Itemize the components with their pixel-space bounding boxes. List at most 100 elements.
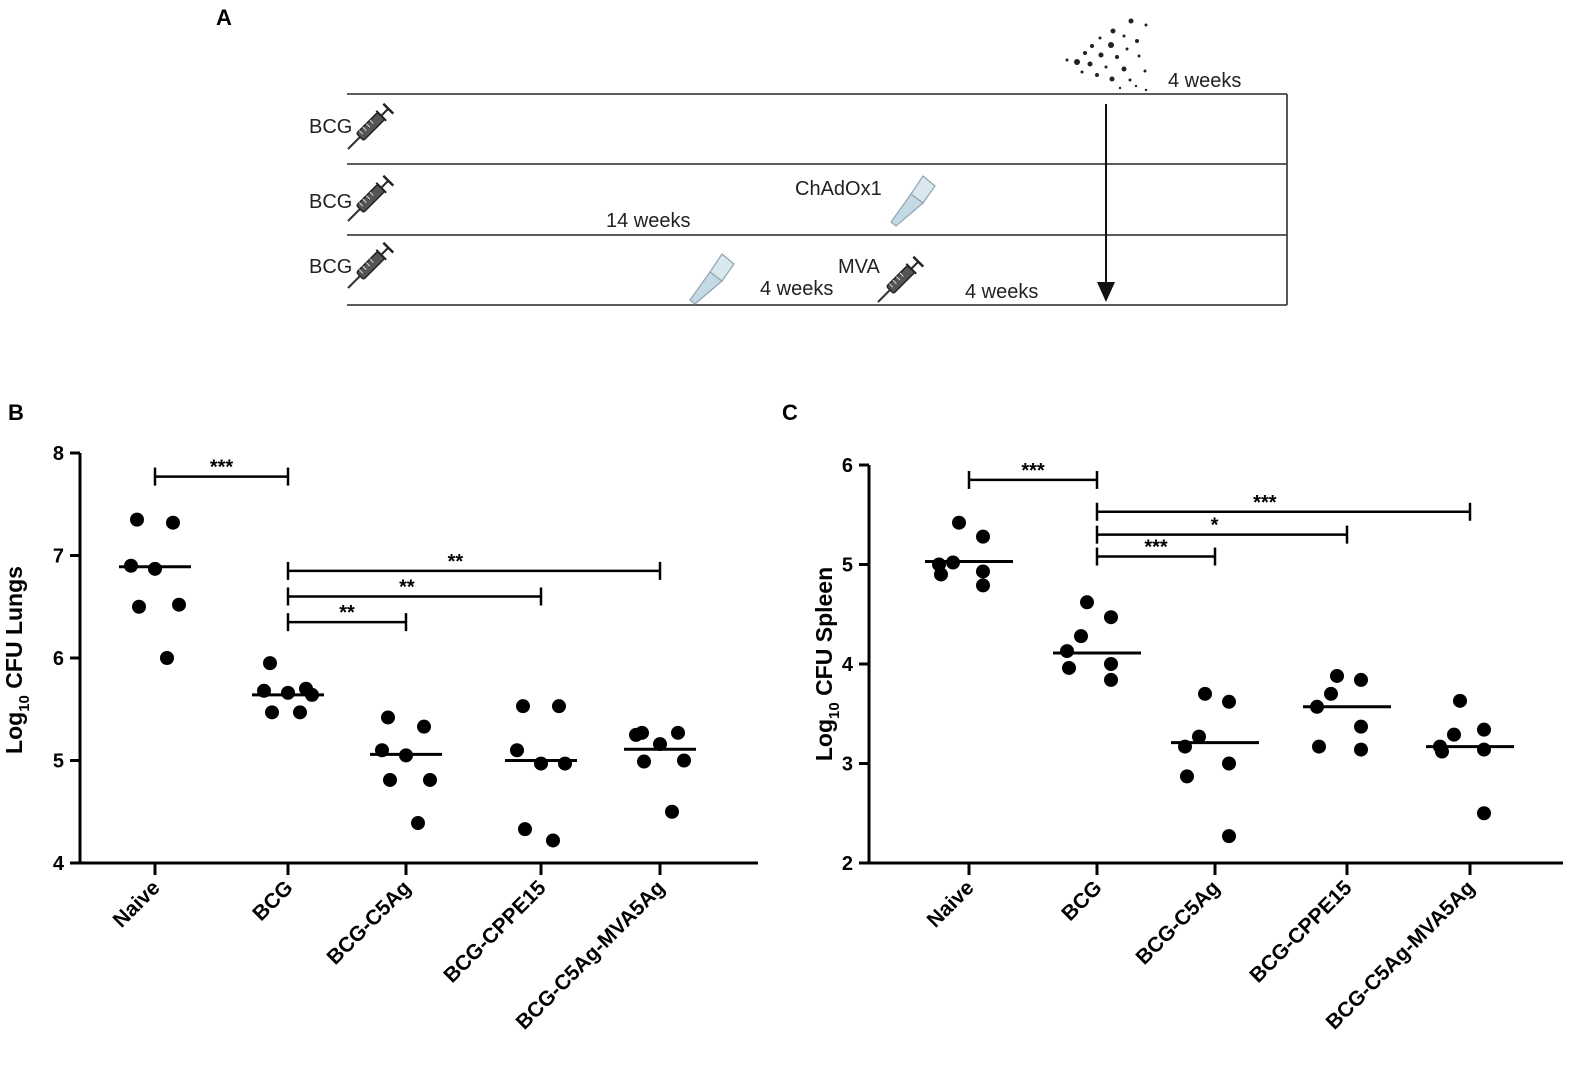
data-point bbox=[1060, 644, 1074, 659]
data-point bbox=[1222, 694, 1236, 709]
y-tick-label: 4 bbox=[842, 654, 854, 676]
y-tick-label: 8 bbox=[53, 443, 64, 465]
data-point bbox=[516, 699, 530, 714]
data-point bbox=[381, 710, 395, 725]
significance-label: * bbox=[1211, 515, 1219, 537]
data-point bbox=[976, 564, 990, 579]
data-point bbox=[132, 599, 146, 614]
category-label: BCG-CPPE15 bbox=[1245, 876, 1356, 987]
challenge-interval-label: 4 weeks bbox=[1168, 70, 1241, 92]
lungs-y-axis-label: Log10 CFU Lungs bbox=[1, 566, 33, 754]
data-point bbox=[934, 567, 948, 582]
syringe-icon bbox=[346, 174, 395, 223]
data-point bbox=[265, 705, 279, 720]
spleen-y-axis-label: Log10 CFU Spleen bbox=[811, 567, 843, 761]
row3-interval2-label: 4 weeks bbox=[965, 281, 1038, 303]
data-point bbox=[976, 529, 990, 544]
data-point bbox=[172, 597, 186, 612]
significance-label: *** bbox=[1144, 537, 1168, 559]
panel-c-letter: C bbox=[782, 400, 798, 425]
row3-interval1-label: 4 weeks bbox=[760, 278, 833, 300]
timeline-box bbox=[347, 93, 1288, 306]
category-label: BCG-CPPE15 bbox=[439, 876, 550, 987]
data-point bbox=[1312, 739, 1326, 754]
data-point bbox=[1453, 693, 1467, 708]
data-point bbox=[1180, 769, 1194, 784]
down-arrow-icon bbox=[1097, 104, 1115, 302]
data-point bbox=[383, 772, 397, 787]
data-point bbox=[293, 705, 307, 720]
data-point bbox=[677, 753, 691, 768]
data-point bbox=[552, 699, 566, 714]
panel-a: A 4 weeks bbox=[216, 5, 1288, 306]
y-tick-label: 6 bbox=[53, 648, 64, 670]
syringe-icon bbox=[876, 255, 925, 304]
data-point bbox=[1354, 742, 1368, 757]
panel-b-letter: B bbox=[8, 400, 24, 425]
syringe-icon bbox=[346, 241, 395, 290]
y-tick-label: 6 bbox=[842, 455, 853, 477]
data-point bbox=[281, 685, 295, 700]
data-point bbox=[1222, 756, 1236, 771]
data-point bbox=[952, 515, 966, 530]
significance-label: ** bbox=[339, 602, 355, 624]
y-tick-label: 5 bbox=[53, 751, 64, 773]
significance-label: ** bbox=[448, 551, 464, 573]
data-point bbox=[1192, 729, 1206, 744]
panel-a-letter: A bbox=[216, 5, 232, 30]
y-tick-label: 7 bbox=[53, 546, 64, 568]
data-point bbox=[558, 756, 572, 771]
y-tick-label: 2 bbox=[842, 853, 853, 875]
data-point bbox=[518, 822, 532, 837]
data-point bbox=[629, 727, 643, 742]
data-point bbox=[1330, 668, 1344, 683]
significance-label: ** bbox=[399, 577, 415, 599]
data-point bbox=[976, 578, 990, 593]
data-point bbox=[1447, 727, 1461, 742]
data-point bbox=[1477, 806, 1491, 821]
significance-label: *** bbox=[1021, 460, 1045, 482]
data-point bbox=[1477, 722, 1491, 737]
row2-boost-label: ChAdOx1 bbox=[795, 178, 882, 200]
y-tick-label: 4 bbox=[53, 853, 65, 875]
category-label: BCG-C5Ag bbox=[323, 876, 416, 969]
panel-b: B Log10 CFU Lungs 4 5 6 7 8 Naive BCG BCG-C5Ag B… bbox=[1, 400, 758, 1034]
data-point bbox=[534, 756, 548, 771]
data-point bbox=[423, 772, 437, 787]
data-point bbox=[1074, 629, 1088, 644]
data-point bbox=[1477, 742, 1491, 757]
category-label: Naive bbox=[109, 876, 165, 932]
data-point bbox=[653, 737, 667, 752]
data-point bbox=[1324, 686, 1338, 701]
data-point bbox=[1104, 610, 1118, 625]
data-point bbox=[546, 833, 560, 848]
row1-prime-label: BCG bbox=[309, 116, 352, 138]
data-point bbox=[510, 743, 524, 758]
nasal-spray-icon bbox=[890, 175, 936, 227]
category-label: Naive bbox=[923, 876, 979, 932]
data-point bbox=[671, 725, 685, 740]
data-point bbox=[1104, 672, 1118, 687]
aerosol-icon bbox=[1065, 18, 1148, 92]
category-label: BCG-C5Ag bbox=[1132, 876, 1225, 969]
data-point bbox=[1198, 686, 1212, 701]
data-point bbox=[166, 515, 180, 530]
data-point bbox=[130, 512, 144, 527]
row3-boost-label: MVA bbox=[838, 256, 881, 278]
data-point bbox=[1354, 672, 1368, 687]
y-tick-label: 5 bbox=[842, 555, 853, 577]
nasal-spray-icon bbox=[689, 253, 735, 305]
data-point bbox=[411, 816, 425, 831]
data-point bbox=[1222, 829, 1236, 844]
data-point bbox=[1354, 719, 1368, 734]
row2-prime-label: BCG bbox=[309, 191, 352, 213]
row3-prime-label: BCG bbox=[309, 256, 352, 278]
significance-label: *** bbox=[210, 457, 234, 479]
category-label: BCG bbox=[1057, 876, 1106, 925]
significance-label: *** bbox=[1253, 492, 1277, 514]
data-point bbox=[148, 561, 162, 576]
y-tick-label: 3 bbox=[842, 754, 853, 776]
data-point bbox=[263, 656, 277, 671]
